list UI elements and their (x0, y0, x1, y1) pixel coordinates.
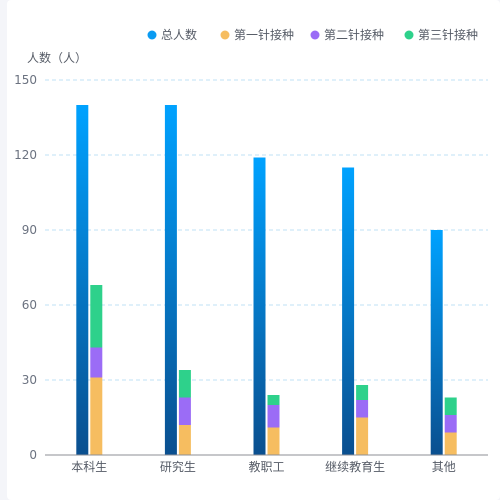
x-tick-label: 教职工 (248, 459, 284, 474)
bar-total[interactable] (253, 157, 266, 456)
x-axis-labels: 本科生 研究生 教职工 继续教育生 其他 (71, 459, 455, 474)
y-tick-label: 30 (22, 373, 37, 387)
chart-card: 总人数 第一针接种 第二针接种 第三针接种 人数（人） 0 30 60 90 120 150 本… (7, 0, 500, 500)
x-tick-label: 继续教育生 (325, 459, 385, 474)
bar-dose-1[interactable] (356, 417, 369, 456)
bar-dose-3[interactable] (267, 395, 280, 405)
bar-dose-3[interactable] (178, 370, 191, 398)
y-tick-label: 150 (14, 73, 37, 87)
bar-dose-2[interactable] (444, 415, 457, 433)
bar-dose-1[interactable] (178, 425, 191, 455)
legend-label: 第一针接种 (234, 27, 294, 42)
y-axis-title: 人数（人） (27, 50, 87, 65)
bar-dose-2[interactable] (90, 347, 103, 378)
bar-dose-1[interactable] (90, 377, 103, 456)
y-tick-label: 120 (14, 148, 37, 162)
bar-total[interactable] (164, 105, 177, 455)
legend-marker (404, 30, 414, 40)
y-tick-label: 90 (22, 223, 37, 237)
legend-marker (220, 30, 230, 40)
bar-dose-3[interactable] (90, 285, 103, 348)
y-tick-label: 60 (22, 298, 37, 312)
x-tick-label: 研究生 (160, 459, 196, 474)
bar-dose-1[interactable] (267, 427, 280, 456)
legend-item[interactable]: 第三针接种 (404, 27, 479, 42)
legend-item[interactable]: 第一针接种 (220, 27, 295, 42)
bar-dose-2[interactable] (178, 397, 191, 426)
x-tick-label: 其他 (432, 460, 456, 474)
bar-total[interactable] (342, 167, 355, 456)
x-tick-label: 本科生 (71, 460, 107, 474)
bar-dose-2[interactable] (356, 400, 369, 418)
legend-item[interactable]: 总人数 (147, 27, 198, 42)
legend-label: 第二针接种 (324, 27, 384, 42)
legend-label: 总人数 (161, 27, 197, 42)
legend-label: 第三针接种 (418, 27, 478, 42)
grid-lines (45, 79, 488, 381)
bar-total[interactable] (76, 105, 89, 455)
bar-dose-3[interactable] (356, 385, 369, 400)
bar-dose-1[interactable] (444, 432, 457, 456)
legend-marker (310, 30, 320, 40)
bar-total[interactable] (430, 230, 443, 455)
y-axis-ticks: 0 30 60 90 120 150 (14, 73, 37, 462)
bars (76, 105, 457, 456)
bar-dose-2[interactable] (267, 405, 280, 428)
bar-chart: 总人数 第一针接种 第二针接种 第三针接种 人数（人） 0 30 60 90 120 150 本… (14, 27, 488, 474)
chart-legend: 总人数 第一针接种 第二针接种 第三针接种 (147, 27, 479, 42)
y-tick-label: 0 (29, 448, 37, 462)
bar-dose-3[interactable] (444, 397, 457, 416)
legend-marker (147, 30, 157, 40)
legend-item[interactable]: 第二针接种 (310, 27, 385, 42)
